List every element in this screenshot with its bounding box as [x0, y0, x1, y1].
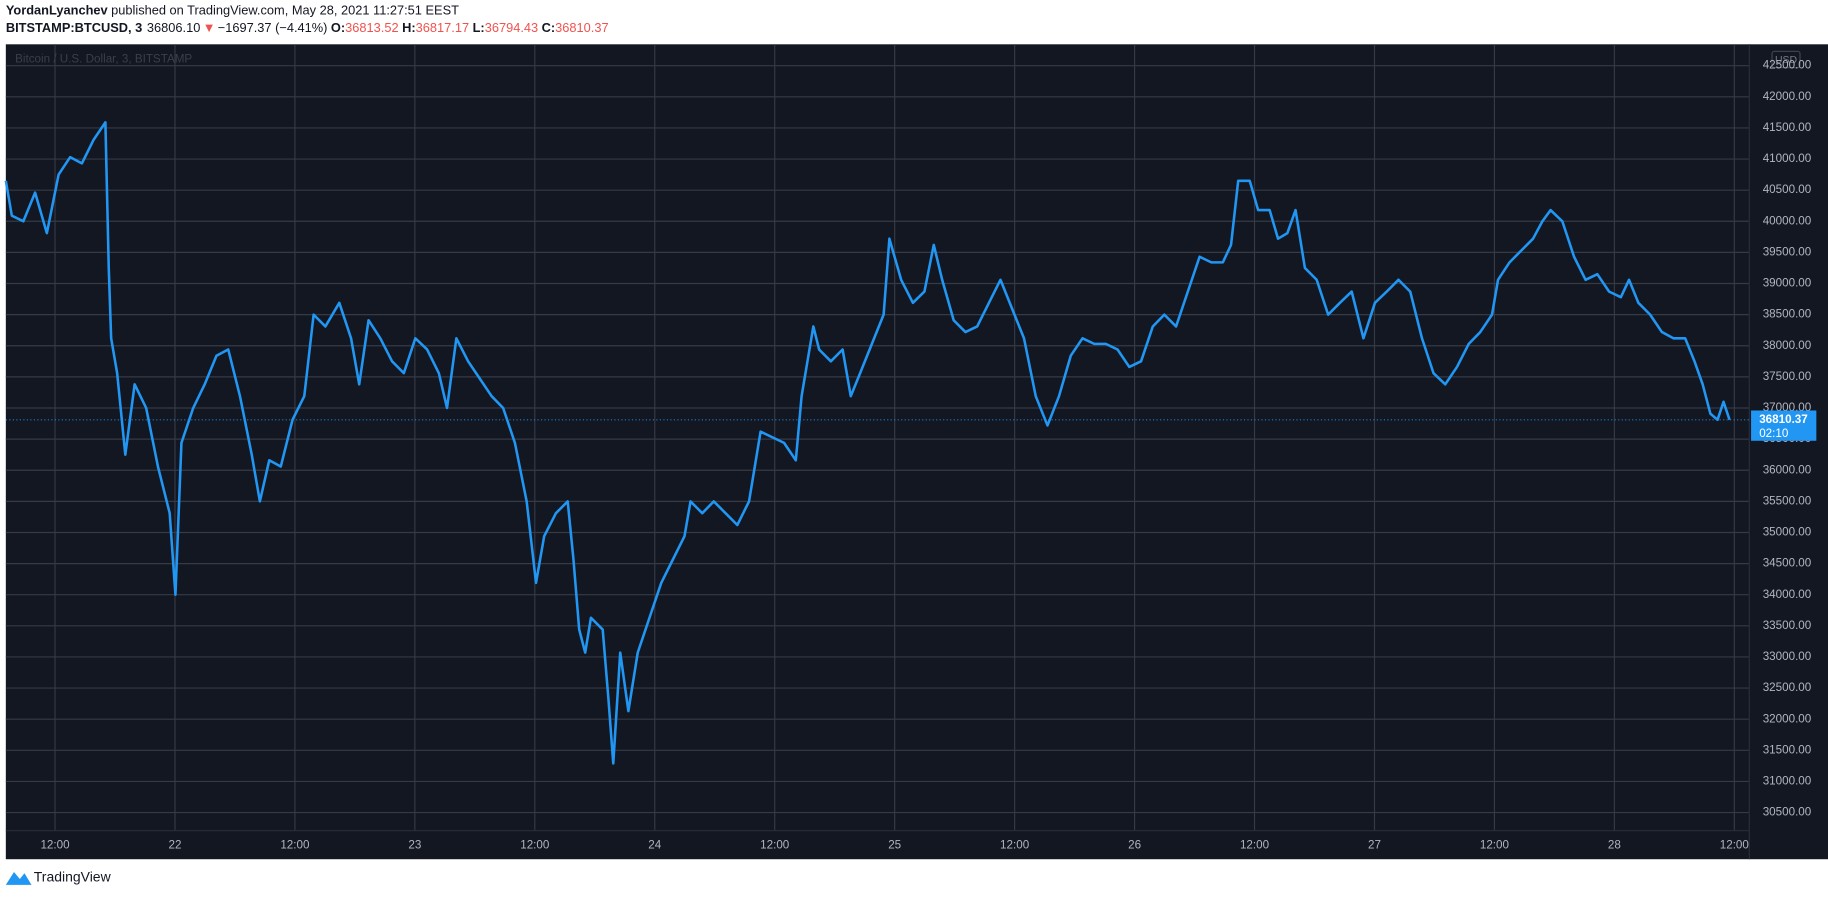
x-tick-label: 12:00: [1480, 838, 1510, 851]
change: −1697.37 (−4.41%): [218, 21, 328, 36]
x-tick-label: 25: [888, 838, 901, 851]
x-tick-label: 24: [648, 838, 661, 851]
x-tick-label: 12:00: [520, 838, 550, 851]
price-tag-label: 36810.37: [1759, 413, 1808, 426]
currency-badge: [1771, 50, 1801, 69]
high: 36817.17: [416, 21, 469, 36]
x-tick-label: 26: [1128, 838, 1141, 851]
series-legend: Bitcoin / U.S. Dollar, 3, BITSTAMP: [15, 53, 192, 66]
y-tick-label: 34000.00: [1763, 588, 1812, 601]
author: YordanLyanchev: [6, 3, 109, 18]
y-tick-label: 40500.00: [1763, 183, 1812, 196]
y-tick-label: 35500.00: [1763, 494, 1812, 507]
logo-icon: [5, 872, 32, 885]
y-tick-label: 39500.00: [1763, 245, 1812, 258]
plot: [4, 121, 1749, 765]
brand: TradingView: [34, 869, 112, 885]
y-tick-label: 32500.00: [1763, 681, 1812, 694]
open-label: O:: [331, 21, 345, 36]
y-tick-label: 33500.00: [1763, 619, 1812, 632]
y-tick-label: 37500.00: [1763, 370, 1812, 383]
y-tick-label: 41000.00: [1763, 152, 1812, 165]
countdown: 02:10: [1759, 427, 1789, 440]
x-tick-label: 12:00: [40, 838, 70, 851]
x-tick-label: 23: [408, 838, 421, 851]
y-tick-label: 42500.00: [1763, 59, 1812, 72]
y-tick-label: 42000.00: [1763, 90, 1812, 103]
y-tick-label: 36000.00: [1763, 463, 1812, 476]
tradingview-logo: TradingView: [5, 869, 112, 885]
y-tick-label: 31000.00: [1763, 775, 1812, 788]
x-tick-label: 12:00: [1720, 838, 1750, 851]
x-tick-label: 12:00: [760, 838, 790, 851]
y-tick-label: 31500.00: [1763, 743, 1812, 756]
y-tick-label: 30500.00: [1763, 806, 1812, 819]
y-tick-label: 39000.00: [1763, 277, 1812, 290]
symbol: BITSTAMP:BTCUSD, 3: [6, 21, 142, 36]
header-line-2: BITSTAMP:BTCUSD, 3 36806.10 ▼ −1697.37 (−4.…: [6, 21, 609, 36]
y-tick-label: 33000.00: [1763, 650, 1812, 663]
low-label: L:: [473, 21, 485, 36]
x-tick-label: 12:00: [280, 838, 310, 851]
last-price: 36806.10: [147, 21, 200, 36]
low: 36794.43: [485, 21, 538, 36]
arrow: ▼: [203, 21, 216, 36]
x-tick-label: 12:00: [1240, 838, 1270, 851]
y-tick-label: 32000.00: [1763, 712, 1812, 725]
x-tick-label: 27: [1368, 838, 1381, 851]
header-line-1: YordanLyanchev published on TradingView.c…: [6, 3, 459, 18]
y-tick-label: 40000.00: [1763, 214, 1812, 227]
currency: USD: [1775, 55, 1798, 66]
high-label: H:: [402, 21, 416, 36]
x-tick-label: 28: [1608, 838, 1621, 851]
grid: [5, 44, 1749, 831]
y-tick-label: 34500.00: [1763, 557, 1812, 570]
x-tick-label: 22: [168, 838, 181, 851]
open: 36813.52: [345, 21, 398, 36]
y-tick-label: 38000.00: [1763, 339, 1812, 352]
price-line: [4, 121, 1731, 765]
close: 36810.37: [555, 21, 608, 36]
y-tick-label: 38500.00: [1763, 308, 1812, 321]
close-label: C:: [542, 21, 556, 36]
y-tick-label: 35000.00: [1763, 526, 1812, 539]
chart-background: [5, 44, 1828, 860]
x-tick-label: 12:00: [1000, 838, 1030, 851]
published: published on TradingView.com, May 28, 20…: [111, 3, 459, 18]
price-tag: [1751, 410, 1817, 441]
y-tick-label: 41500.00: [1763, 121, 1812, 134]
